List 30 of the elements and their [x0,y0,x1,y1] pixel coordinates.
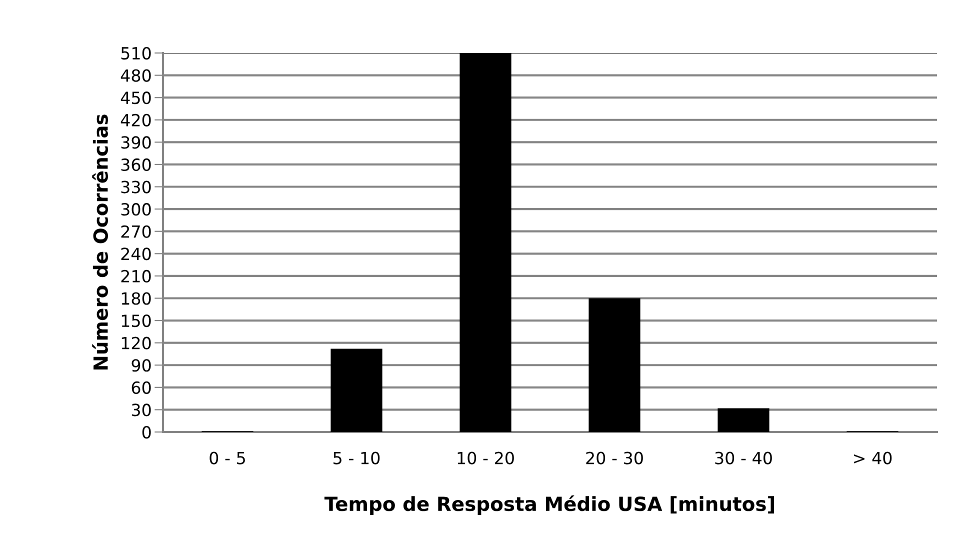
y-tick-label: 300 [121,203,151,216]
y-tick-label: 510 [121,46,151,60]
bar [588,298,640,432]
y-tick-label: 420 [120,114,151,126]
x-tick-label: 5 - 10 [334,452,380,464]
bar [718,408,770,432]
y-axis-title: Número de Ocorrências [92,114,108,370]
x-tick-label: 0 - 5 [210,452,245,464]
y-tick-label: 330 [121,180,151,194]
y-tick-label: 90 [132,359,151,372]
y-tick-label: 60 [132,381,151,394]
y-tick-label: 210 [121,270,151,283]
bar [330,348,382,432]
y-tick-label: 360 [121,158,151,172]
bar [460,53,512,432]
x-tick-label: 20 - 30 [586,452,643,464]
y-tick-label: 480 [120,69,151,82]
x-axis-title: Tempo de Resposta Médio USA [minutos] [324,495,774,515]
y-tick-label: 0 [142,426,151,439]
y-tick-label: 150 [122,314,151,328]
y-tick-label: 390 [121,136,151,149]
y-tick-label: 120 [122,336,151,350]
x-tick-label: 30 - 40 [715,452,772,464]
x-tick-label: 10 - 20 [458,452,514,464]
x-tick-label: > 40 [854,452,892,464]
y-tick-label: 270 [121,225,151,238]
y-tick-label: 30 [132,404,151,416]
y-tick-label: 450 [120,92,151,104]
y-tick-label: 180 [122,292,151,305]
y-tick-label: 240 [121,248,151,260]
